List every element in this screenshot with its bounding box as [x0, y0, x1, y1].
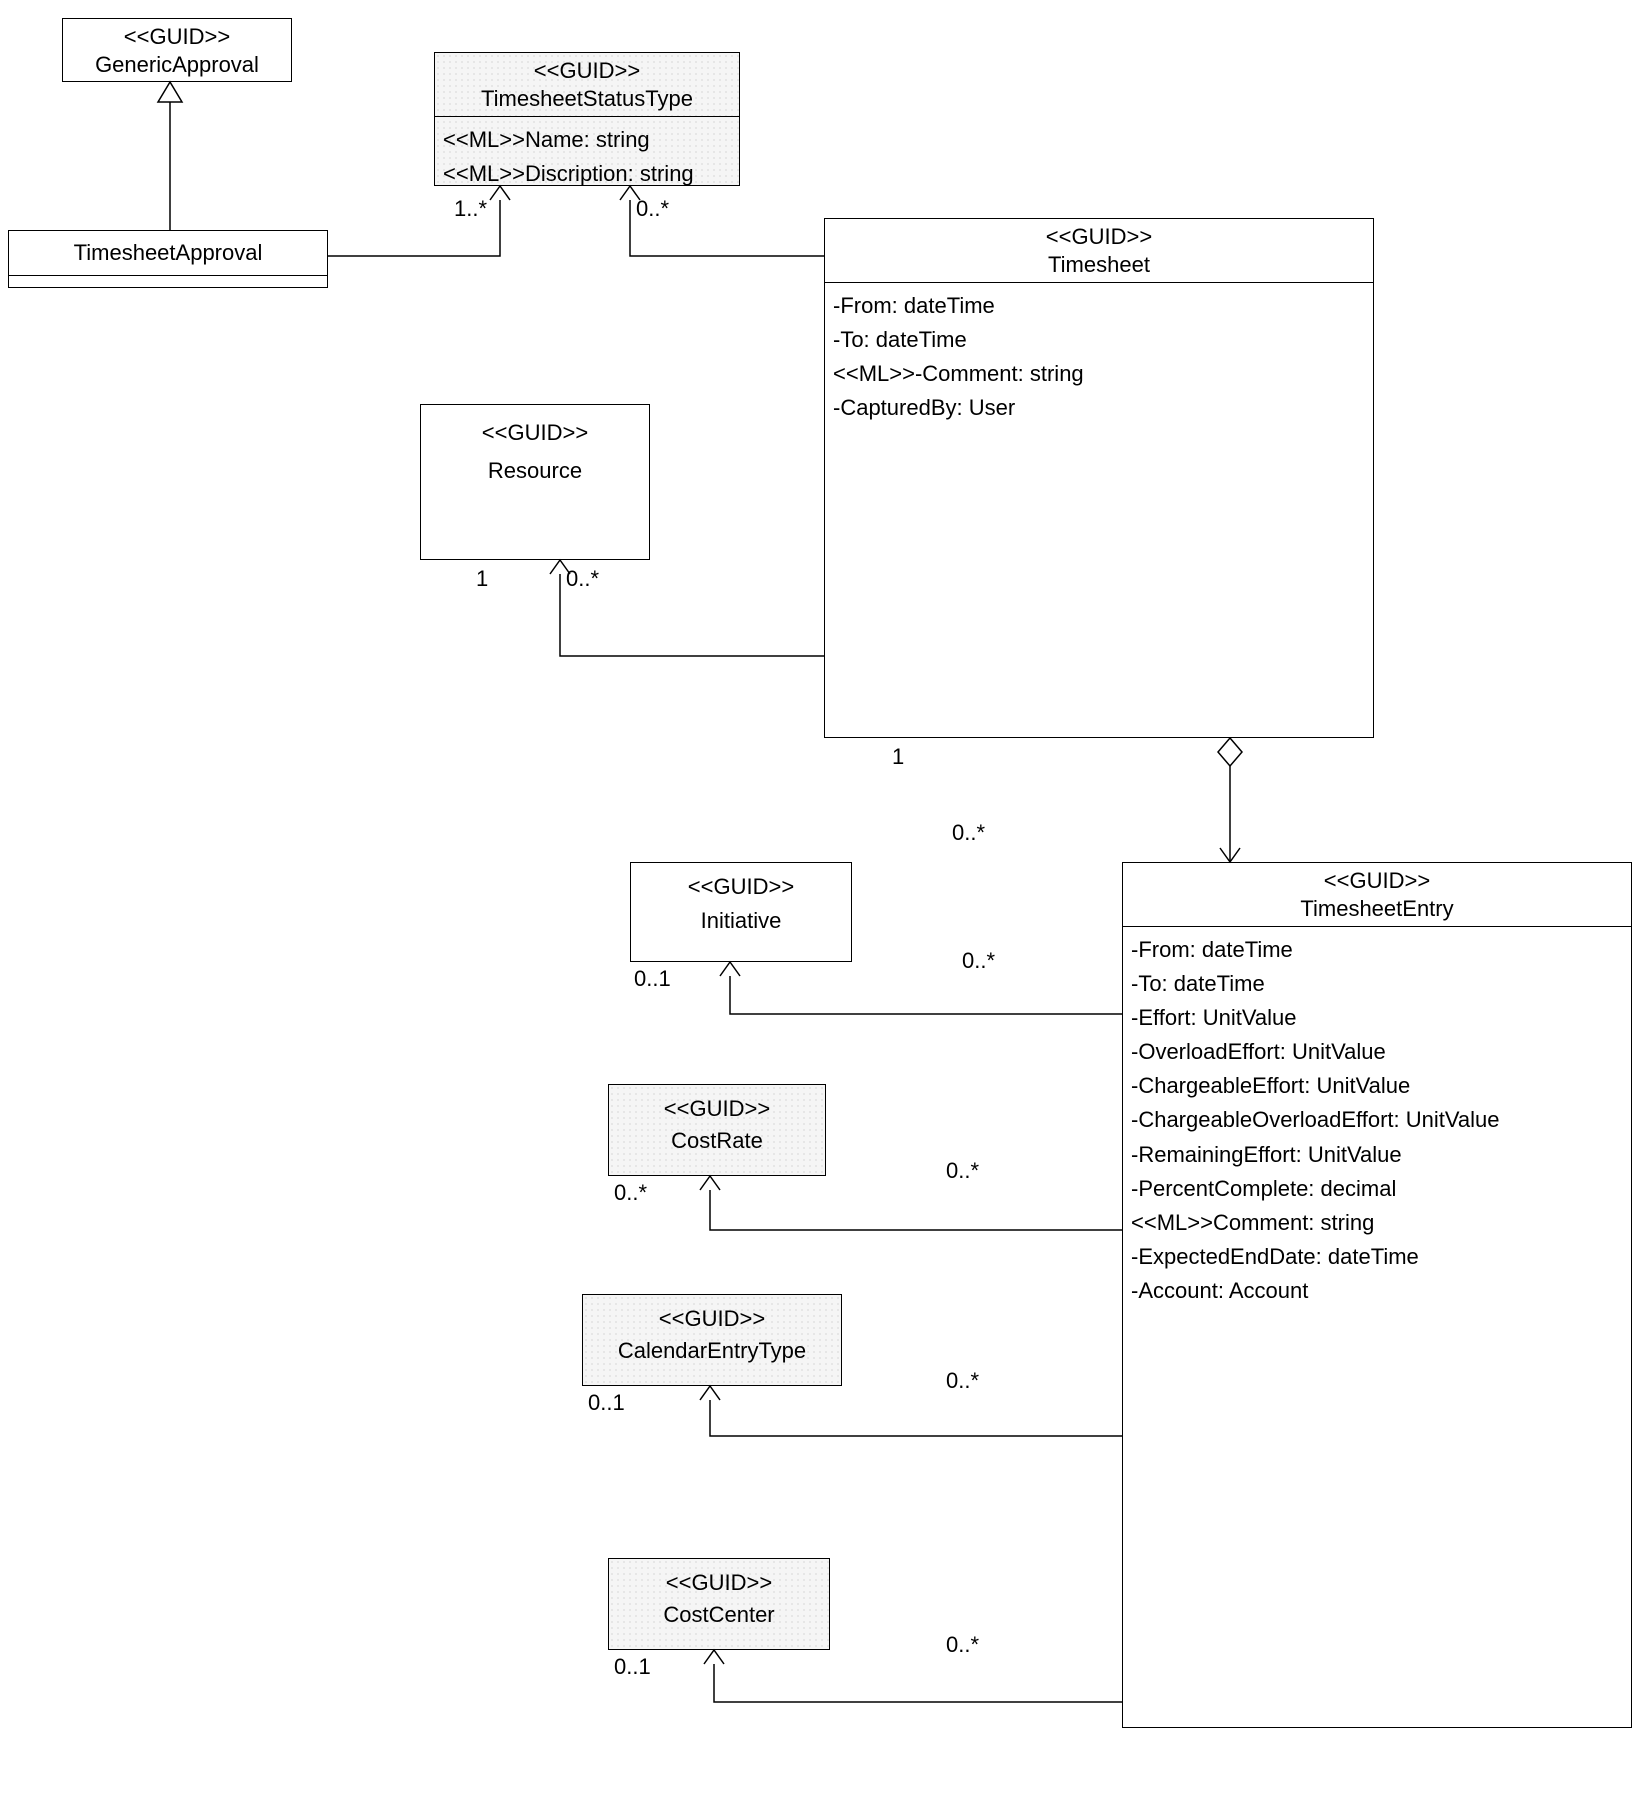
class-header: TimesheetApproval	[9, 231, 327, 276]
attr: <<ML>>Discription: string	[443, 157, 731, 191]
attr: -ExpectedEndDate: dateTime	[1131, 1240, 1623, 1274]
stereotype: <<GUID>>	[69, 23, 285, 51]
attr: -To: dateTime	[1131, 967, 1623, 1001]
mult-label: 0..*	[962, 948, 995, 974]
stereotype: <<GUID>>	[1129, 867, 1625, 895]
attr: -ChargeableOverloadEffort: UnitValue	[1131, 1103, 1623, 1137]
class-initiative: <<GUID>> Initiative	[630, 862, 852, 962]
connector	[730, 976, 1122, 1014]
class-name: TimesheetEntry	[1129, 895, 1625, 923]
class-calendar-entry-type: <<GUID>> CalendarEntryType	[582, 1294, 842, 1386]
class-name: CostCenter	[615, 1601, 823, 1629]
mult-label: 0..1	[614, 1654, 651, 1680]
class-header: <<GUID>> TimesheetEntry	[1123, 863, 1631, 927]
class-body: <<ML>>Name: string <<ML>>Discription: st…	[435, 117, 739, 197]
attr: -OverloadEffort: UnitValue	[1131, 1035, 1623, 1069]
connector	[710, 1190, 1122, 1230]
mult-label: 0..*	[566, 566, 599, 592]
hollow-triangle-icon	[158, 82, 182, 102]
class-header: <<GUID>> Initiative	[631, 863, 851, 938]
mult-label: 1	[476, 566, 488, 592]
mult-label: 0..*	[946, 1158, 979, 1184]
stereotype: <<GUID>>	[427, 419, 643, 447]
attr: -RemainingEffort: UnitValue	[1131, 1138, 1623, 1172]
attr: -Account: Account	[1131, 1274, 1623, 1308]
class-name: TimesheetApproval	[15, 239, 321, 267]
open-arrow-icon	[700, 1386, 720, 1400]
class-name: Timesheet	[831, 251, 1367, 279]
class-header: <<GUID>> CostCenter	[609, 1559, 829, 1632]
class-timesheet: <<GUID>> Timesheet -From: dateTime -To: …	[824, 218, 1374, 738]
mult-label: 0..*	[946, 1632, 979, 1658]
attr: -PercentComplete: decimal	[1131, 1172, 1623, 1206]
class-name: CalendarEntryType	[589, 1337, 835, 1365]
connector	[710, 1400, 1122, 1436]
attr: <<ML>>-Comment: string	[833, 357, 1365, 391]
class-name: CostRate	[615, 1127, 819, 1155]
mult-label: 0..1	[634, 966, 671, 992]
class-timesheet-approval: TimesheetApproval	[8, 230, 328, 288]
class-header: <<GUID>> CalendarEntryType	[583, 1295, 841, 1368]
diamond-icon	[1218, 738, 1242, 766]
open-arrow-icon	[704, 1650, 724, 1664]
class-header: <<GUID>> TimesheetStatusType	[435, 53, 739, 117]
class-header: <<GUID>> Resource	[421, 405, 649, 488]
stereotype: <<GUID>>	[637, 873, 845, 901]
class-name: TimesheetStatusType	[441, 85, 733, 113]
stereotype: <<GUID>>	[831, 223, 1367, 251]
connector	[714, 1664, 1122, 1702]
mult-label: 1	[892, 744, 904, 770]
attr: -CapturedBy: User	[833, 391, 1365, 425]
mult-label: 0..1	[588, 1390, 625, 1416]
attr: -To: dateTime	[833, 323, 1365, 357]
open-arrow-icon	[1220, 848, 1240, 862]
stereotype: <<GUID>>	[441, 57, 733, 85]
attr: <<ML>>Comment: string	[1131, 1206, 1623, 1240]
stereotype: <<GUID>>	[615, 1095, 819, 1123]
class-resource: <<GUID>> Resource	[420, 404, 650, 560]
connector	[560, 574, 824, 656]
class-name: Resource	[427, 457, 643, 485]
attr: -From: dateTime	[1131, 933, 1623, 967]
class-timesheet-entry: <<GUID>> TimesheetEntry -From: dateTime …	[1122, 862, 1632, 1728]
stereotype: <<GUID>>	[589, 1305, 835, 1333]
mult-label: 0..*	[636, 196, 669, 222]
class-generic-approval: <<GUID>> GenericApproval	[62, 18, 292, 82]
attr: -From: dateTime	[833, 289, 1365, 323]
class-body: -From: dateTime -To: dateTime <<ML>>-Com…	[825, 283, 1373, 431]
class-name: GenericApproval	[69, 51, 285, 79]
class-header: <<GUID>> CostRate	[609, 1085, 825, 1158]
class-cost-rate: <<GUID>> CostRate	[608, 1084, 826, 1176]
attr: -ChargeableEffort: UnitValue	[1131, 1069, 1623, 1103]
class-body: -From: dateTime -To: dateTime -Effort: U…	[1123, 927, 1631, 1314]
uml-canvas: <<GUID>> GenericApproval TimesheetApprov…	[0, 0, 1642, 1797]
stereotype: <<GUID>>	[615, 1569, 823, 1597]
attr: <<ML>>Name: string	[443, 123, 731, 157]
attr: -Effort: UnitValue	[1131, 1001, 1623, 1035]
open-arrow-icon	[700, 1176, 720, 1190]
class-cost-center: <<GUID>> CostCenter	[608, 1558, 830, 1650]
class-body	[9, 276, 327, 290]
open-arrow-icon	[720, 962, 740, 976]
class-timesheet-status-type: <<GUID>> TimesheetStatusType <<ML>>Name:…	[434, 52, 740, 186]
mult-label: 0..*	[946, 1368, 979, 1394]
mult-label: 0..*	[614, 1180, 647, 1206]
mult-label: 1..*	[454, 196, 487, 222]
class-header: <<GUID>> Timesheet	[825, 219, 1373, 283]
mult-label: 0..*	[952, 820, 985, 846]
class-name: Initiative	[637, 907, 845, 935]
class-header: <<GUID>> GenericApproval	[63, 19, 291, 82]
